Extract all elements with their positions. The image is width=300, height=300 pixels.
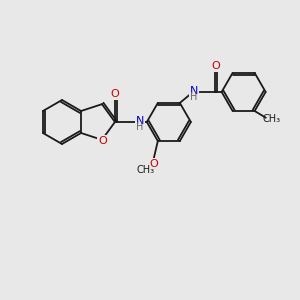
Text: O: O bbox=[149, 159, 158, 169]
Text: H: H bbox=[136, 122, 144, 132]
Text: O: O bbox=[111, 89, 119, 99]
Text: O: O bbox=[212, 61, 220, 71]
Text: N: N bbox=[136, 116, 144, 126]
Text: O: O bbox=[99, 136, 107, 146]
Text: CH₃: CH₃ bbox=[262, 114, 281, 124]
Text: N: N bbox=[190, 86, 198, 96]
Text: CH₃: CH₃ bbox=[136, 165, 154, 175]
Text: H: H bbox=[190, 92, 198, 102]
